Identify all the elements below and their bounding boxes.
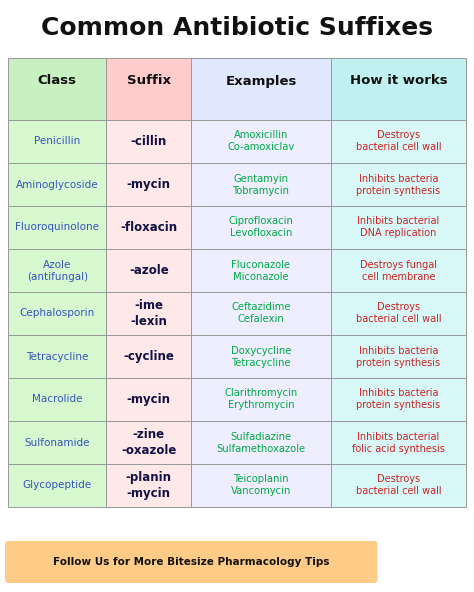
Text: Inhibits bacterial
folic acid synthesis: Inhibits bacterial folic acid synthesis [352, 432, 445, 453]
Text: -mycin: -mycin [127, 178, 171, 191]
Bar [191, 206, 331, 249]
Text: -planin
-mycin: -planin -mycin [126, 471, 172, 500]
Text: Sulfadiazine
Sulfamethoxazole: Sulfadiazine Sulfamethoxazole [217, 432, 306, 453]
Bar [8, 206, 107, 249]
Bar [107, 58, 191, 120]
Bar [8, 378, 107, 421]
Bar [107, 163, 191, 206]
Text: Destroys fungal
cell membrane: Destroys fungal cell membrane [360, 259, 437, 282]
Bar [107, 206, 191, 249]
Text: Penicillin: Penicillin [34, 137, 81, 146]
Text: Ceftazidime
Cefalexin: Ceftazidime Cefalexin [231, 303, 291, 324]
Text: Azole
(antifungal): Azole (antifungal) [27, 259, 88, 282]
Bar [331, 120, 466, 163]
Bar [191, 421, 331, 464]
Text: Ciprofloxacin
Levofloxacin: Ciprofloxacin Levofloxacin [228, 217, 293, 239]
Bar [8, 120, 107, 163]
Text: -azole: -azole [129, 264, 169, 277]
Text: -ime
-lexin: -ime -lexin [130, 299, 167, 328]
Bar [191, 58, 331, 120]
Bar [8, 421, 107, 464]
Text: Fluoroquinolone: Fluoroquinolone [15, 223, 99, 233]
Bar [331, 206, 466, 249]
Bar [191, 378, 331, 421]
Bar [191, 249, 331, 292]
Bar [8, 249, 107, 292]
Text: How it works: How it works [350, 75, 447, 88]
Text: -mycin: -mycin [127, 393, 171, 406]
Bar [107, 335, 191, 378]
Text: Inhibits bacteria
protein synthesis: Inhibits bacteria protein synthesis [356, 173, 440, 195]
Text: Suffix: Suffix [127, 75, 171, 88]
Text: Aminoglycoside: Aminoglycoside [16, 179, 99, 189]
Bar [331, 464, 466, 507]
Text: Inhibits bacteria
protein synthesis: Inhibits bacteria protein synthesis [356, 388, 440, 410]
Bar [107, 378, 191, 421]
Bar [191, 464, 331, 507]
Text: Fluconazole
Miconazole: Fluconazole Miconazole [231, 259, 291, 282]
Text: Gentamyin
Tobramycin: Gentamyin Tobramycin [233, 173, 290, 195]
Bar [8, 464, 107, 507]
Text: Inhibits bacteria
protein synthesis: Inhibits bacteria protein synthesis [356, 346, 440, 368]
Text: -cycline: -cycline [123, 350, 174, 363]
Bar [8, 58, 107, 120]
Bar [331, 58, 466, 120]
Bar [8, 163, 107, 206]
Bar [331, 421, 466, 464]
Bar [191, 163, 331, 206]
Text: Follow Us for More Bitesize Pharmacology Tips: Follow Us for More Bitesize Pharmacology… [53, 557, 329, 567]
Bar [191, 335, 331, 378]
Text: -zine
-oxazole: -zine -oxazole [121, 428, 176, 457]
Text: Macrolide: Macrolide [32, 394, 82, 404]
Text: Teicoplanin
Vancomycin: Teicoplanin Vancomycin [231, 475, 291, 497]
Bar [331, 249, 466, 292]
Bar [8, 335, 107, 378]
Bar [331, 378, 466, 421]
Bar [107, 292, 191, 335]
Text: Destroys
bacterial cell wall: Destroys bacterial cell wall [356, 475, 441, 497]
Text: Destroys
bacterial cell wall: Destroys bacterial cell wall [356, 303, 441, 324]
Bar [107, 464, 191, 507]
Bar [191, 120, 331, 163]
Text: Sulfonamide: Sulfonamide [25, 437, 90, 448]
Text: Examples: Examples [225, 75, 297, 88]
Bar [107, 421, 191, 464]
Text: Clarithromycin
Erythromycin: Clarithromycin Erythromycin [224, 388, 298, 410]
Text: Doxycycline
Tetracycline: Doxycycline Tetracycline [231, 346, 291, 368]
Text: Common Antibiotic Suffixes: Common Antibiotic Suffixes [41, 16, 433, 40]
Bar [331, 335, 466, 378]
Bar [107, 120, 191, 163]
Bar [331, 292, 466, 335]
Text: Destroys
bacterial cell wall: Destroys bacterial cell wall [356, 130, 441, 153]
Bar [8, 292, 107, 335]
Bar [331, 163, 466, 206]
Text: Inhibits bacterial
DNA replication: Inhibits bacterial DNA replication [357, 217, 439, 239]
FancyBboxPatch shape [5, 541, 377, 583]
Text: Cephalosporin: Cephalosporin [19, 308, 95, 318]
Text: Glycopeptide: Glycopeptide [23, 481, 92, 491]
Bar [107, 249, 191, 292]
Text: -floxacin: -floxacin [120, 221, 177, 234]
Text: Class: Class [38, 75, 77, 88]
Bar [191, 292, 331, 335]
Text: -cillin: -cillin [131, 135, 167, 148]
Text: Amoxicillin
Co-amoxiclav: Amoxicillin Co-amoxiclav [228, 130, 295, 153]
Text: Tetracycline: Tetracycline [26, 352, 89, 362]
